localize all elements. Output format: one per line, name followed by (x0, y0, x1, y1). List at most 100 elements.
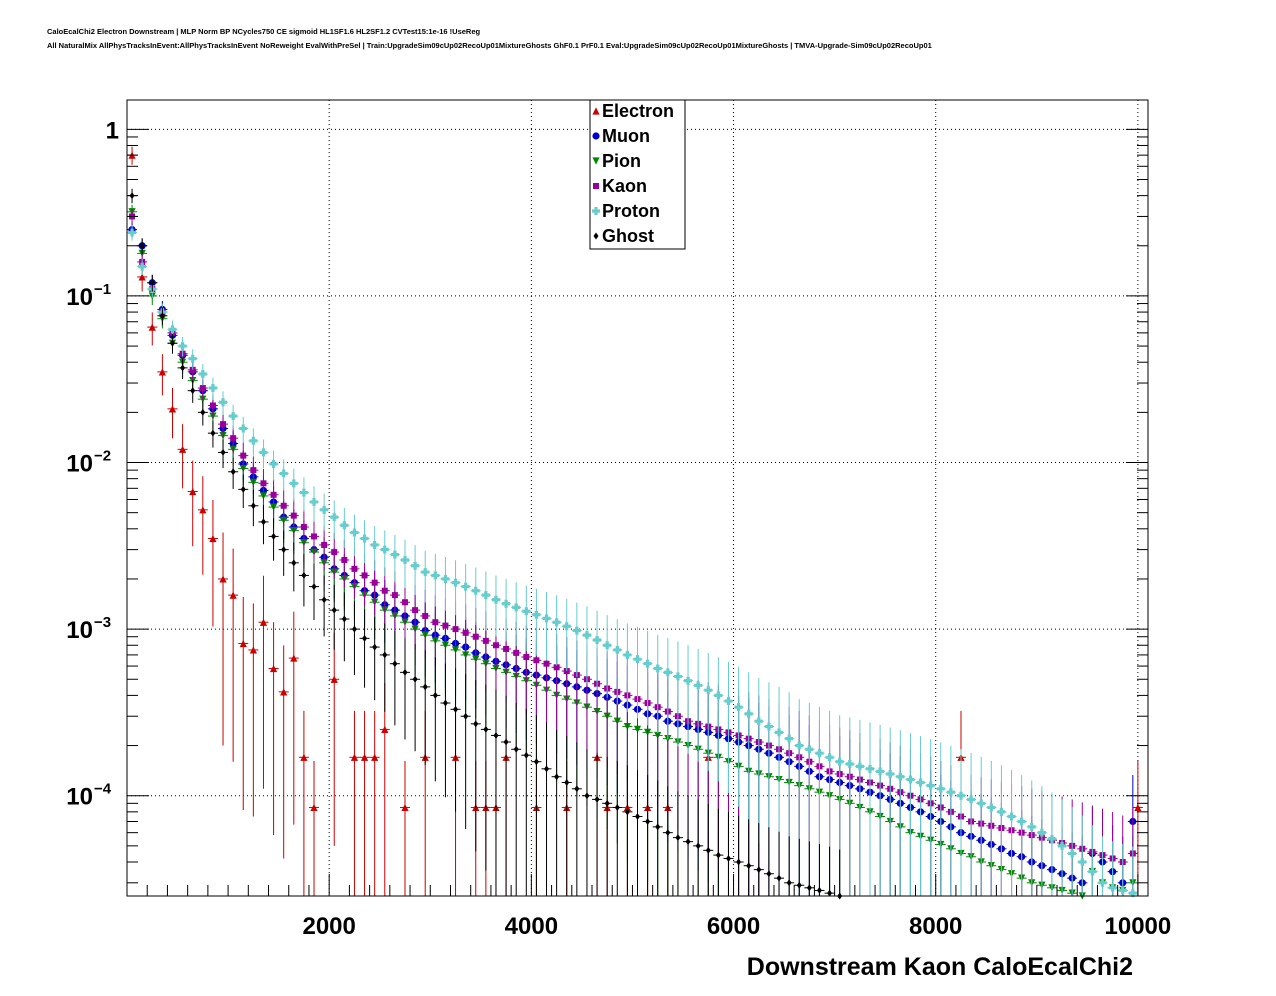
data-point (198, 369, 207, 378)
data-point (786, 879, 792, 887)
data-point (239, 424, 248, 433)
data-point (796, 881, 802, 889)
data-point (481, 591, 490, 600)
legend-marker (592, 157, 600, 165)
data-point (522, 607, 531, 616)
data-point (229, 412, 238, 421)
data-point (371, 753, 379, 761)
x-tick-label: 10000 (1105, 913, 1172, 940)
data-point (775, 728, 784, 737)
data-point (554, 773, 560, 781)
data-point (208, 384, 217, 393)
data-point (673, 672, 682, 681)
data-point (270, 491, 277, 498)
data-point (795, 741, 804, 750)
data-point (400, 555, 409, 564)
data-point (260, 518, 266, 526)
data-point (987, 803, 996, 812)
data-point (390, 550, 399, 559)
data-point (350, 753, 359, 761)
data-point (724, 697, 733, 706)
legend-entry-electron: Electron (602, 101, 674, 121)
data-point (421, 568, 430, 577)
data-point (835, 757, 844, 766)
data-point (401, 803, 409, 812)
data-point (725, 854, 731, 862)
data-point (311, 533, 318, 540)
y-tick-label: 10 (66, 784, 93, 811)
data-point (209, 402, 216, 409)
y-tick-label: 10 (66, 451, 93, 478)
legend-entry-proton: Proton (602, 201, 660, 221)
plot-title-line-2: All NaturalMix AllPhysTracksInEvent:AllP… (47, 41, 932, 50)
data-point (593, 636, 602, 645)
data-point (432, 619, 439, 626)
data-point (533, 657, 540, 664)
data-point (754, 717, 763, 726)
data-point (736, 858, 742, 866)
data-point (491, 595, 500, 604)
data-point (401, 599, 408, 606)
data-point (997, 807, 1006, 816)
data-point (290, 654, 298, 662)
data-point (675, 834, 681, 842)
data-point (271, 532, 277, 540)
data-point (188, 354, 197, 363)
data-point (734, 703, 743, 712)
legend-box (589, 99, 686, 250)
data-point (310, 497, 319, 506)
data-point (269, 459, 278, 468)
data-point (138, 262, 147, 271)
data-point (764, 722, 773, 731)
data-point (503, 645, 510, 652)
data-point (311, 583, 317, 591)
data-point (463, 712, 469, 720)
data-point (1134, 803, 1142, 812)
data-point (230, 468, 236, 476)
data-point (219, 575, 227, 583)
data-point (1068, 849, 1077, 858)
data-point (776, 874, 782, 882)
data-point (533, 758, 539, 766)
data-point (493, 731, 499, 739)
data-point (392, 660, 398, 668)
data-point (300, 753, 308, 761)
data-point (694, 681, 703, 690)
y-tick-exponent: −2 (94, 448, 111, 465)
data-point (461, 582, 470, 591)
data-point (148, 323, 156, 331)
data-point (564, 779, 570, 787)
x-axis-title: Downstream Kaon CaloEcalChi2 (747, 953, 1133, 981)
data-point (178, 342, 187, 351)
data-point (220, 421, 227, 428)
data-point (653, 664, 662, 673)
data-point (350, 528, 359, 537)
data-point (360, 534, 369, 543)
data-point (370, 540, 379, 549)
data-point (441, 574, 450, 583)
data-point (665, 829, 671, 837)
data-point (138, 273, 146, 281)
legend-marker (592, 207, 601, 215)
data-point (259, 448, 268, 457)
data-point (785, 734, 794, 743)
data-point (513, 649, 520, 656)
data-point (199, 385, 206, 392)
data-point (200, 408, 206, 416)
data-point (806, 884, 812, 892)
data-point (542, 614, 551, 623)
y-tick-label: 10 (66, 284, 93, 311)
data-point (210, 429, 216, 437)
data-point (624, 808, 630, 816)
series-electron (127, 146, 1143, 896)
data-point (1078, 857, 1087, 866)
data-point (473, 720, 479, 728)
data-point (280, 688, 288, 696)
data-point (645, 818, 651, 826)
y-tick-exponent: −4 (94, 781, 112, 798)
legend-marker (592, 132, 600, 140)
series-pion (127, 204, 1138, 900)
data-point (655, 823, 661, 831)
